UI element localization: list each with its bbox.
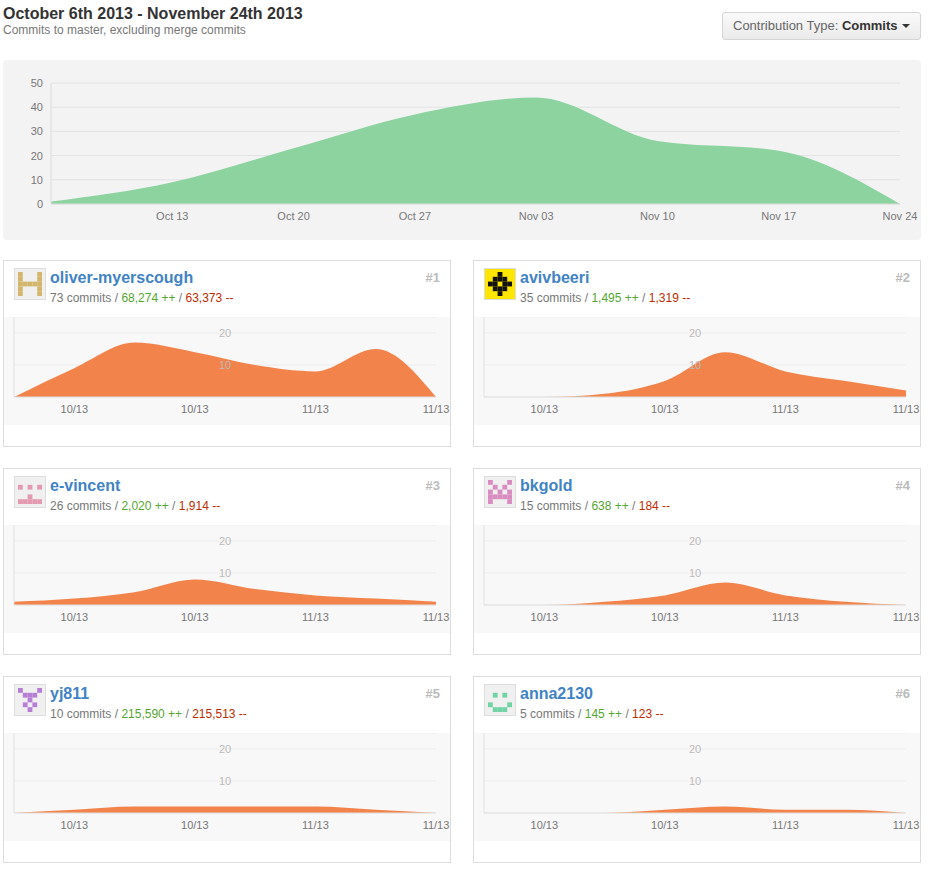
svg-text:11/13: 11/13 <box>772 819 799 831</box>
svg-text:10/13: 10/13 <box>61 611 89 623</box>
html-text:#2: #2 <box>895 270 910 285</box>
svg-text:20: 20 <box>689 327 701 339</box>
html-text:yj811: yj811 <box>50 685 90 702</box>
svg-text:20: 20 <box>219 743 231 755</box>
html-text:#3: #3 <box>425 478 440 493</box>
svg-text:Nov 24: Nov 24 <box>883 210 918 222</box>
svg-text:20: 20 <box>219 535 231 547</box>
svg-text:10/13: 10/13 <box>651 611 679 623</box>
svg-text:11/13: 11/13 <box>423 611 450 623</box>
html-text:35 commits / 1,495 ++ / 1,319: 35 commits / 1,495 ++ / 1,319 -- <box>520 291 691 305</box>
svg-text:10/13: 10/13 <box>651 819 679 831</box>
html-text:Contribution Type: Commits: Contribution Type: Commits <box>733 18 898 33</box>
html-text:#6: #6 <box>895 686 910 701</box>
svg-text:10/13: 10/13 <box>181 611 209 623</box>
svg-text:10/13: 10/13 <box>181 403 209 415</box>
html-text:5 commits / 145 ++ / 123 --: 5 commits / 145 ++ / 123 -- <box>520 707 664 721</box>
html-text:#1: #1 <box>425 270 440 285</box>
svg-text:Oct 13: Oct 13 <box>156 210 188 222</box>
svg-text:0: 0 <box>37 198 43 210</box>
svg-text:11/13: 11/13 <box>893 611 920 623</box>
html-text:15 commits / 638 ++ / 184 --: 15 commits / 638 ++ / 184 -- <box>520 499 671 513</box>
html-text:oliver-myerscough: oliver-myerscough <box>50 269 194 286</box>
svg-text:10: 10 <box>689 775 701 787</box>
html-text:bkgold: bkgold <box>520 477 573 494</box>
html-text:avivbeeri: avivbeeri <box>520 269 590 286</box>
html-text:73 commits / 68,274 ++ / 63,37: 73 commits / 68,274 ++ / 63,373 -- <box>50 291 234 305</box>
svg-text:11/13: 11/13 <box>423 403 450 415</box>
html-text:Commits to master, excluding m: Commits to master, excluding merge commi… <box>3 23 246 37</box>
svg-text:40: 40 <box>31 101 43 113</box>
svg-text:10: 10 <box>219 359 231 371</box>
svg-text:11/13: 11/13 <box>772 611 799 623</box>
svg-text:10/13: 10/13 <box>531 403 559 415</box>
svg-text:11/13: 11/13 <box>302 403 329 415</box>
svg-text:50: 50 <box>31 77 43 89</box>
svg-text:10: 10 <box>219 567 231 579</box>
svg-text:11/13: 11/13 <box>302 819 329 831</box>
svg-text:10: 10 <box>689 567 701 579</box>
svg-text:10: 10 <box>689 359 701 371</box>
svg-text:11/13: 11/13 <box>772 403 799 415</box>
html-text:#4: #4 <box>895 478 910 493</box>
html-text:26 commits / 2,020 ++ / 1,914: 26 commits / 2,020 ++ / 1,914 -- <box>50 499 221 513</box>
html-text:#5: #5 <box>425 686 440 701</box>
svg-text:11/13: 11/13 <box>893 403 920 415</box>
svg-text:10/13: 10/13 <box>181 819 209 831</box>
svg-text:Nov 10: Nov 10 <box>640 210 675 222</box>
svg-text:20: 20 <box>689 743 701 755</box>
svg-text:10/13: 10/13 <box>61 403 89 415</box>
svg-text:Nov 17: Nov 17 <box>761 210 796 222</box>
svg-text:11/13: 11/13 <box>893 819 920 831</box>
svg-text:20: 20 <box>219 327 231 339</box>
svg-text:Oct 27: Oct 27 <box>399 210 431 222</box>
svg-text:10/13: 10/13 <box>651 403 679 415</box>
html-text:anna2130: anna2130 <box>520 685 593 702</box>
html-text:e-vincent: e-vincent <box>50 477 121 494</box>
svg-text:10/13: 10/13 <box>531 611 559 623</box>
svg-text:11/13: 11/13 <box>302 611 329 623</box>
svg-text:20: 20 <box>31 150 43 162</box>
svg-text:Nov 03: Nov 03 <box>519 210 554 222</box>
svg-text:10/13: 10/13 <box>531 819 559 831</box>
svg-text:30: 30 <box>31 125 43 137</box>
html-text:10 commits / 215,590 ++ / 215,: 10 commits / 215,590 ++ / 215,513 -- <box>50 707 247 721</box>
svg-text:11/13: 11/13 <box>423 819 450 831</box>
svg-text:Oct 20: Oct 20 <box>277 210 309 222</box>
svg-text:10/13: 10/13 <box>61 819 89 831</box>
svg-text:10: 10 <box>219 775 231 787</box>
svg-text:10: 10 <box>31 174 43 186</box>
svg-text:20: 20 <box>689 535 701 547</box>
html-text:October 6th 2013 - November 24: October 6th 2013 - November 24th 2013 <box>3 5 303 22</box>
